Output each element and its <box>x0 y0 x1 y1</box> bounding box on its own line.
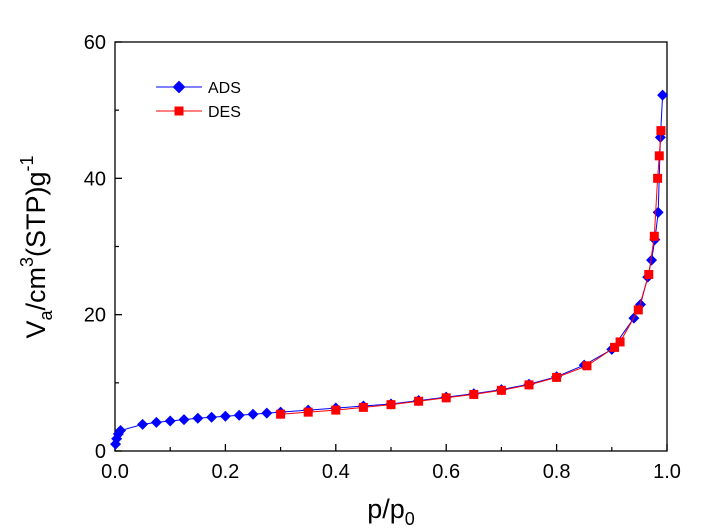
data-point-des <box>633 305 643 315</box>
x-tick-label: 0.2 <box>211 461 239 483</box>
x-tick-label: 0.4 <box>322 461 350 483</box>
y-tick-label: 60 <box>84 32 106 54</box>
data-point-des <box>656 126 666 136</box>
data-point-ads <box>206 411 218 423</box>
data-point-ads <box>164 415 176 427</box>
legend-ads-label: ADS <box>208 80 241 97</box>
data-point-ads <box>233 409 245 421</box>
data-point-ads <box>137 418 149 430</box>
x-axis-ticks: 0.0 0.2 0.4 0.6 0.8 1.0 <box>101 444 681 483</box>
data-point-ads <box>178 414 190 426</box>
data-point-des <box>441 393 451 403</box>
data-point-des <box>610 342 620 352</box>
data-point-des <box>649 231 659 241</box>
x-tick-label: 0.0 <box>101 461 129 483</box>
y-tick-label: 0 <box>95 441 106 463</box>
data-point-des <box>331 405 341 415</box>
legend-des-marker <box>174 106 184 116</box>
data-point-des <box>582 361 592 371</box>
y-axis-label: Va/cm3(STP)g-1 <box>17 155 56 338</box>
data-point-des <box>386 400 396 410</box>
x-tick-label: 1.0 <box>653 461 681 483</box>
data-point-ads <box>646 254 658 266</box>
legend-ads-marker <box>172 80 186 94</box>
data-point-des <box>469 389 479 399</box>
data-point-ads <box>247 408 259 420</box>
data-point-ads <box>219 410 231 422</box>
y-tick-label: 20 <box>84 305 106 327</box>
data-point-ads <box>261 407 273 419</box>
data-point-des <box>276 409 286 419</box>
data-point-des <box>552 372 562 382</box>
data-point-des <box>358 402 368 412</box>
data-point-ads <box>192 412 204 424</box>
data-point-des <box>524 380 534 390</box>
data-point-ads <box>150 416 162 428</box>
legend: ADS DES <box>156 80 241 121</box>
data-point-des <box>496 385 506 395</box>
series-line-ads <box>115 95 664 445</box>
x-axis-label: p/p0 <box>367 494 415 529</box>
data-point-des <box>644 269 654 279</box>
plot-frame <box>114 41 668 452</box>
data-point-ads <box>115 425 127 437</box>
data-point-des <box>414 396 424 406</box>
data-point-des <box>654 151 664 161</box>
data-point-des <box>653 173 663 183</box>
legend-des-label: DES <box>208 104 241 121</box>
data-point-ads <box>652 206 664 218</box>
data-point-des <box>615 337 625 347</box>
y-tick-label: 40 <box>84 168 106 190</box>
x-tick-label: 0.6 <box>432 461 460 483</box>
series-layer <box>110 89 669 450</box>
y-axis-ticks: 0 20 40 60 <box>84 32 122 463</box>
data-point-ads <box>657 89 669 101</box>
x-axis-label-subscript: 0 <box>405 509 415 529</box>
data-point-des <box>303 407 313 417</box>
series-line-des <box>280 130 662 415</box>
x-tick-label: 0.8 <box>543 461 571 483</box>
